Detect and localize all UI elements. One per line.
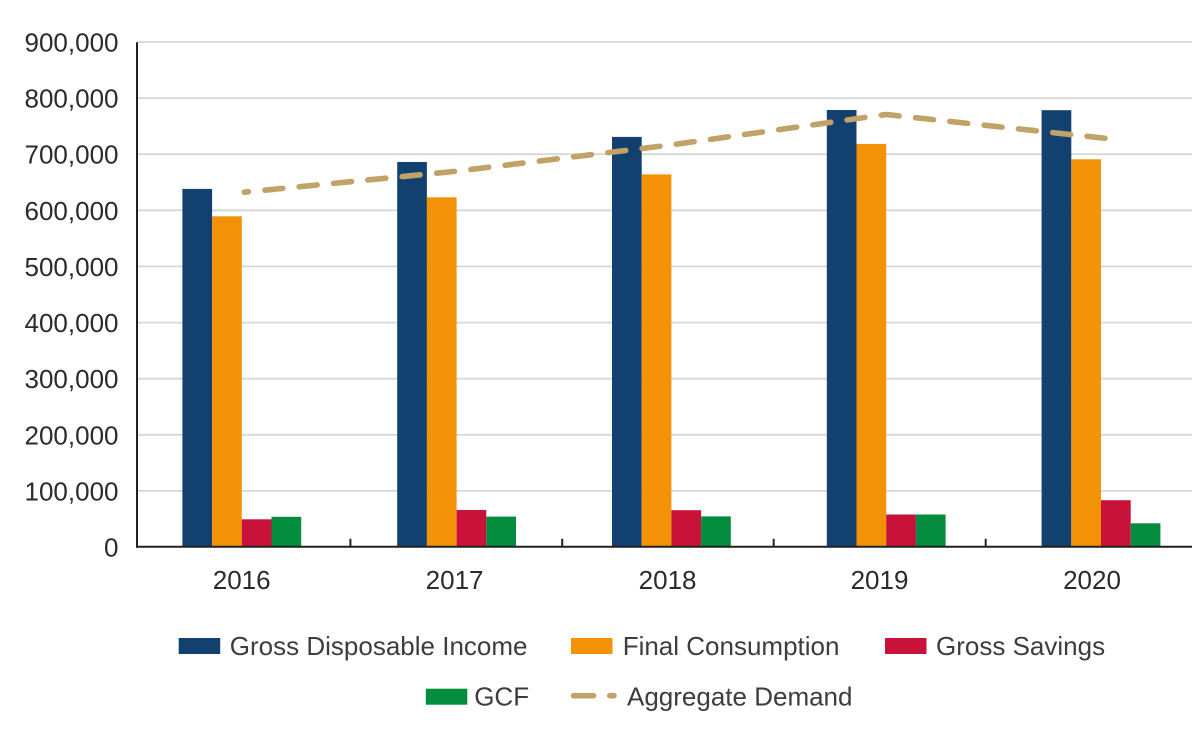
svg-text:GCF: GCF xyxy=(474,682,529,712)
svg-text:Gross Disposable Income: Gross Disposable Income xyxy=(230,631,528,661)
svg-text:2018: 2018 xyxy=(639,565,697,595)
svg-text:0: 0 xyxy=(104,533,118,563)
svg-text:300,000: 300,000 xyxy=(25,364,119,394)
svg-text:400,000: 400,000 xyxy=(25,308,119,338)
svg-text:700,000: 700,000 xyxy=(25,140,119,170)
svg-text:Aggregate Demand: Aggregate Demand xyxy=(627,682,852,712)
svg-text:Gross Savings: Gross Savings xyxy=(936,631,1105,661)
svg-text:2016: 2016 xyxy=(213,565,271,595)
svg-text:100,000: 100,000 xyxy=(25,476,119,506)
svg-text:900,000: 900,000 xyxy=(25,28,119,58)
svg-text:600,000: 600,000 xyxy=(25,196,119,226)
svg-text:2019: 2019 xyxy=(851,565,909,595)
svg-text:2017: 2017 xyxy=(426,565,484,595)
svg-text:500,000: 500,000 xyxy=(25,252,119,282)
svg-text:2020: 2020 xyxy=(1063,565,1121,595)
svg-text:Final Consumption: Final Consumption xyxy=(623,631,840,661)
svg-text:200,000: 200,000 xyxy=(25,420,119,450)
svg-text:800,000: 800,000 xyxy=(25,84,119,114)
